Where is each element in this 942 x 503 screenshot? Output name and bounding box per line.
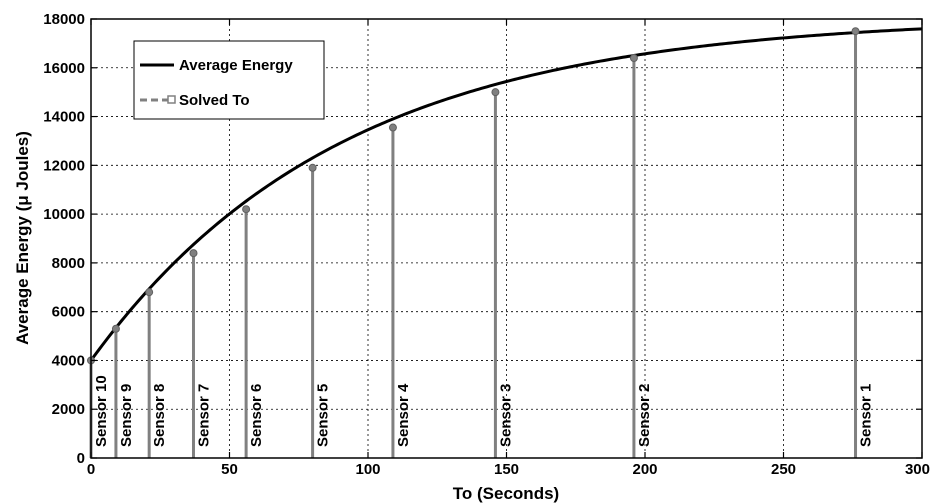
legend: Average Energy Solved To <box>133 40 325 120</box>
y-tick-label-5: 10000 <box>43 206 85 223</box>
sensor-label-0: Sensor 10 <box>93 375 110 447</box>
sensor-label-1: Sensor 9 <box>118 384 135 447</box>
legend-label-solved-to: Solved To <box>179 92 250 109</box>
solved-to-marker-7 <box>491 88 500 97</box>
y-tick-label-6: 12000 <box>43 157 85 174</box>
y-tick-label-2: 4000 <box>52 352 85 369</box>
x-axis-label: To (Seconds) <box>453 484 559 503</box>
x-tick-label-1: 50 <box>221 461 238 478</box>
x-tick-label-3: 150 <box>494 461 519 478</box>
y-tick-label-8: 16000 <box>43 60 85 77</box>
average-energy-line <box>89 27 923 362</box>
sensor-label-8: Sensor 2 <box>636 384 653 447</box>
y-tick-label-1: 2000 <box>52 401 85 418</box>
x-ticks: 0 50 100 150 200 250 300 <box>87 19 930 478</box>
solved-to-marker-8 <box>629 54 638 63</box>
solved-to-marker-9 <box>851 27 860 36</box>
solved-to-markers <box>87 27 860 365</box>
sensor-label-4: Sensor 6 <box>248 384 265 447</box>
sensor-labels: Sensor 10 Sensor 9 Sensor 8 Sensor 7 Sensor … <box>93 375 875 447</box>
y-tick-label-7: 14000 <box>43 109 85 126</box>
legend-label-average-energy: Average Energy <box>179 57 293 74</box>
solved-to-marker-2 <box>145 288 154 297</box>
solved-to-marker-4 <box>242 205 251 214</box>
x-tick-label-5: 250 <box>771 461 796 478</box>
legend-box <box>133 40 325 120</box>
solved-to-marker-3 <box>189 249 198 258</box>
sensor-label-2: Sensor 8 <box>151 384 168 447</box>
y-tick-label-3: 6000 <box>52 304 85 321</box>
y-axis-label: Average Energy (μ Joules) <box>13 131 32 345</box>
y-tick-label-4: 8000 <box>52 255 85 272</box>
legend-marker-solved-to <box>167 95 176 104</box>
y-tick-label-9: 18000 <box>43 11 85 28</box>
x-tick-label-0: 0 <box>87 461 95 478</box>
sensor-label-9: Sensor 1 <box>858 384 875 447</box>
y-ticks: 0 2000 4000 6000 8000 10000 12000 14000 16000 180… <box>43 11 922 467</box>
x-tick-label-2: 100 <box>355 461 380 478</box>
sensor-label-6: Sensor 4 <box>395 383 412 447</box>
x-tick-label-6: 300 <box>905 461 930 478</box>
solved-to-stems <box>89 31 858 458</box>
sensor-label-3: Sensor 7 <box>196 384 213 447</box>
solved-to-marker-6 <box>388 123 397 132</box>
solved-to-marker-5 <box>308 163 317 172</box>
x-tick-label-4: 200 <box>632 461 657 478</box>
sensor-label-7: Sensor 3 <box>497 384 514 447</box>
sensor-label-5: Sensor 5 <box>315 384 332 447</box>
y-tick-label-0: 0 <box>77 450 85 467</box>
grid <box>91 19 922 458</box>
solved-to-marker-1 <box>111 324 120 333</box>
